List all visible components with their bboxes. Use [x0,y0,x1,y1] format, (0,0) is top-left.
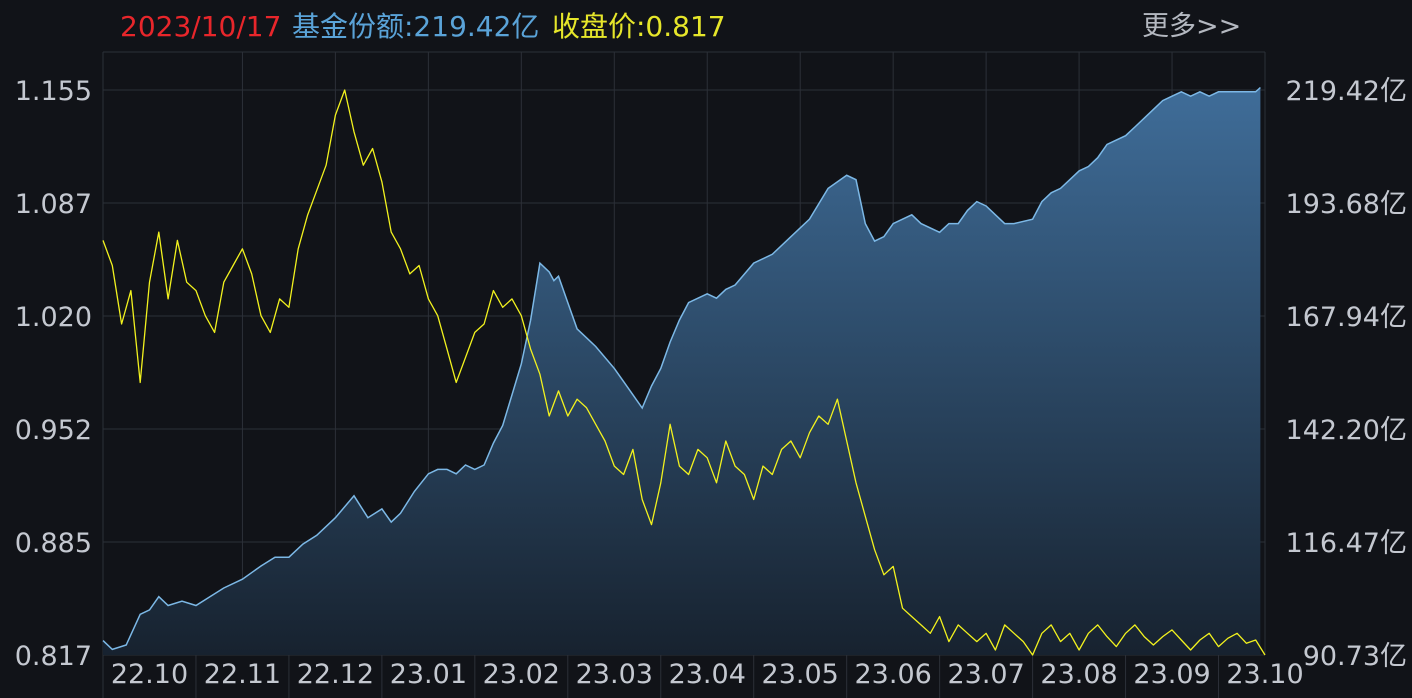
x-axis-tick-label: 23.03 [576,659,653,690]
more-link[interactable]: 更多>> [1142,11,1242,42]
right-axis-tick-label: 90.73亿 [1303,641,1407,672]
right-axis-tick-label: 142.20亿 [1286,415,1407,446]
axis-labels-layer: 1.155 1.087 1.020 0.952 0.885 0.817 219.42亿 193… [15,76,1407,690]
date-label: 2023/10/17 [120,10,282,43]
left-axis-tick-label: 0.885 [15,528,92,559]
fund-share-area-layer [102,86,1261,655]
x-axis-tick-label: 23.04 [669,659,746,690]
left-axis-tick-label: 1.087 [15,189,92,220]
left-axis-tick-label: 1.020 [15,302,92,333]
x-axis-tick-label: 23.05 [762,659,839,690]
x-axis-tick-label: 23.08 [1040,659,1117,690]
x-axis-tick-label: 23.10 [1226,659,1303,690]
x-axis-tick-label: 22.12 [297,659,374,690]
left-axis-tick-label: 0.952 [15,415,92,446]
close-price-line-layer [102,89,1266,656]
left-axis-tick-label: 1.155 [15,76,92,107]
x-axis-tick-label: 23.07 [947,659,1024,690]
x-axis-tick-label: 22.10 [111,659,188,690]
close-price-line [102,89,1266,656]
x-axis-tick-label: 23.01 [390,659,467,690]
left-axis-tick-label: 0.817 [15,641,92,672]
fund-share-line [102,86,1261,651]
fund-share-label: 基金份额:219.42亿 [292,10,540,43]
close-price-label: 收盘价:0.817 [552,10,726,43]
x-axis-tick-label: 23.02 [483,659,560,690]
right-axis-tick-label: 219.42亿 [1286,76,1407,107]
x-axis-tick-label: 23.06 [855,659,932,690]
fund-share-area [103,87,1261,655]
chart-header: 2023/10/17 基金份额:219.42亿 收盘价:0.817 更多>> [0,0,1412,50]
x-axis-tick-label: 23.09 [1133,659,1210,690]
right-axis-tick-label: 167.94亿 [1286,302,1407,333]
right-axis-tick-label: 116.47亿 [1286,528,1407,559]
x-axis-tick-label: 22.11 [204,659,281,690]
right-axis-tick-label: 193.68亿 [1286,189,1407,220]
